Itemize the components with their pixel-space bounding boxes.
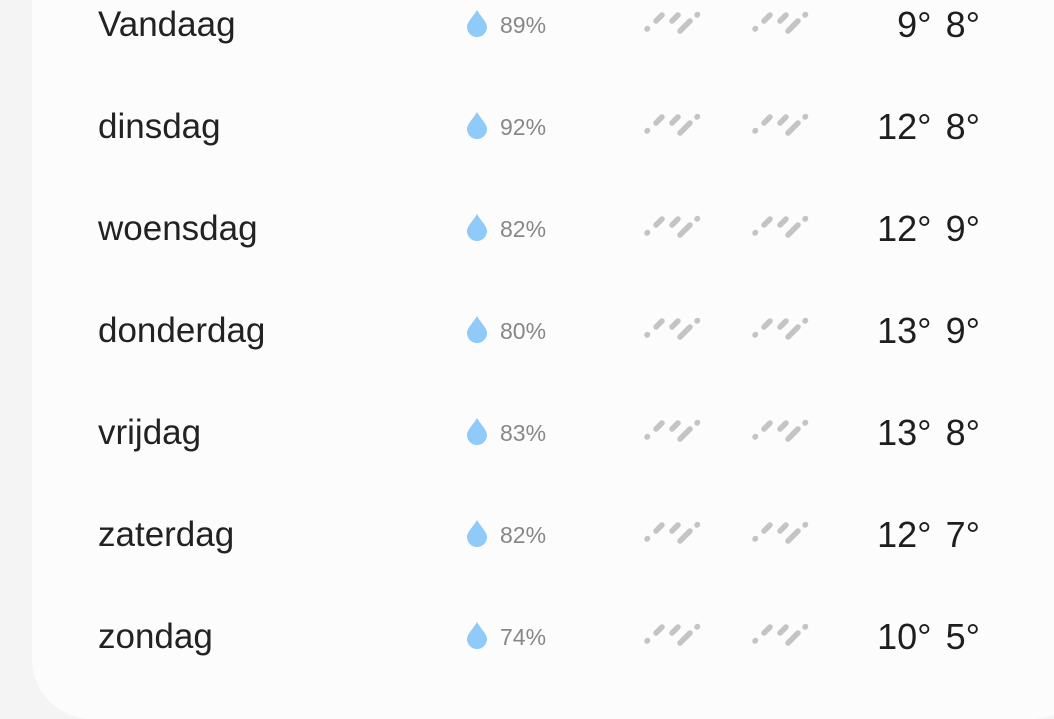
precipitation-chance: 74% xyxy=(500,624,547,650)
forecast-row[interactable]: zondag 74% 10° 5° xyxy=(0,599,1054,701)
forecast-card xyxy=(32,0,1054,719)
forecast-row[interactable]: vrijdag 83% 13° 8° xyxy=(0,395,1054,497)
high-temp: 12° xyxy=(877,514,932,555)
rain-icon xyxy=(644,113,701,136)
day-name: zaterdag xyxy=(98,515,235,554)
high-temp: 9° xyxy=(897,4,932,45)
temperature-range: 10° 5° xyxy=(877,615,980,659)
low-temp: 9° xyxy=(945,310,980,351)
precipitation-chance: 82% xyxy=(500,216,547,242)
rain-icon xyxy=(752,113,809,136)
forecast-row[interactable]: Vandaag 89% 9° 8° xyxy=(0,0,1054,89)
water-drop-icon xyxy=(467,10,487,37)
rain-icon xyxy=(752,521,809,544)
temperature-range: 12° 7° xyxy=(877,513,980,557)
rain-icon xyxy=(644,317,701,340)
forecast-row[interactable]: woensdag 82% 12° 9° xyxy=(0,191,1054,293)
day-name: woensdag xyxy=(98,209,258,248)
precipitation-chance: 80% xyxy=(500,318,547,344)
forecast-row[interactable]: donderdag 80% 13° 9° xyxy=(0,293,1054,395)
low-temp: 9° xyxy=(945,208,980,249)
rain-icon xyxy=(752,623,809,646)
high-temp: 10° xyxy=(877,616,932,657)
forecast-row[interactable]: dinsdag 92% 12° 8° xyxy=(0,89,1054,191)
precipitation-chance: 92% xyxy=(500,114,547,140)
rain-icon xyxy=(644,419,701,442)
temperature-range: 12° 8° xyxy=(877,105,980,149)
temperature-range: 12° 9° xyxy=(877,207,980,251)
low-temp: 5° xyxy=(945,616,980,657)
low-temp: 8° xyxy=(945,106,980,147)
water-drop-icon xyxy=(467,622,487,649)
rain-icon xyxy=(644,521,701,544)
day-name: donderdag xyxy=(98,311,266,350)
high-temp: 12° xyxy=(877,106,932,147)
temperature-range: 9° 8° xyxy=(897,3,980,47)
water-drop-icon xyxy=(467,520,487,547)
temperature-range: 13° 9° xyxy=(877,309,980,353)
precipitation-chance: 89% xyxy=(500,12,547,38)
day-name: Vandaag xyxy=(98,5,236,44)
forecast-row[interactable]: zaterdag 82% 12° 7° xyxy=(0,497,1054,599)
water-drop-icon xyxy=(467,418,487,445)
precipitation-chance: 83% xyxy=(500,420,547,446)
low-temp: 8° xyxy=(945,4,980,45)
rain-icon xyxy=(752,11,809,34)
low-temp: 7° xyxy=(945,514,980,555)
water-drop-icon xyxy=(467,112,487,139)
high-temp: 12° xyxy=(877,208,932,249)
precipitation-chance: 82% xyxy=(500,522,547,548)
rain-icon xyxy=(644,623,701,646)
low-temp: 8° xyxy=(945,412,980,453)
temperature-range: 13° 8° xyxy=(877,411,980,455)
rain-icon xyxy=(752,215,809,238)
rain-icon xyxy=(752,419,809,442)
high-temp: 13° xyxy=(877,412,932,453)
water-drop-icon xyxy=(467,316,487,343)
day-name: dinsdag xyxy=(98,107,221,146)
water-drop-icon xyxy=(467,214,487,241)
high-temp: 13° xyxy=(877,310,932,351)
day-name: zondag xyxy=(98,617,213,656)
day-name: vrijdag xyxy=(98,413,202,452)
rain-icon xyxy=(644,11,701,34)
rain-icon xyxy=(644,215,701,238)
rain-icon xyxy=(752,317,809,340)
